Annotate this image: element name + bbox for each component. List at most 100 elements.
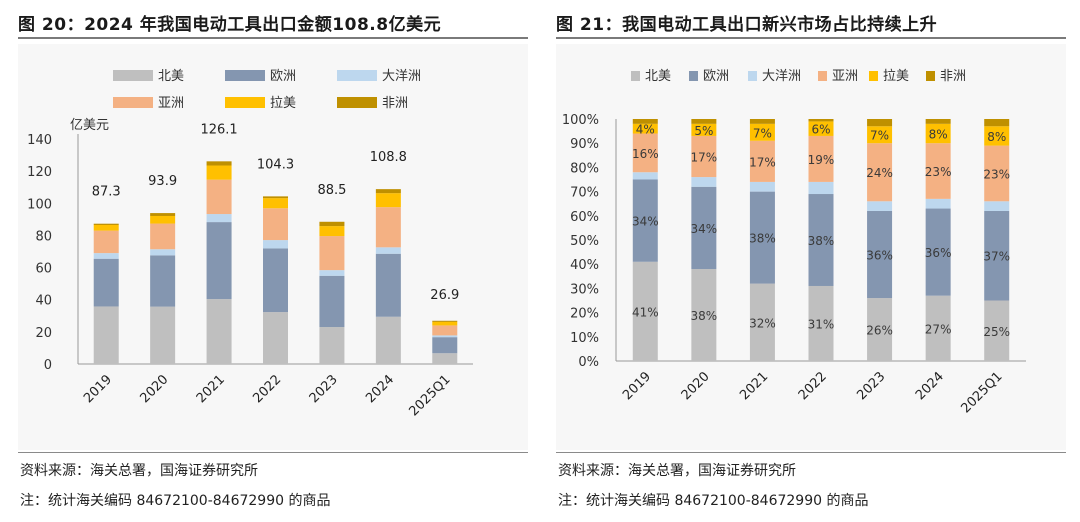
- legend-item: 亚洲: [113, 96, 184, 111]
- bar-segment: [749, 191, 775, 284]
- x-tick-label: 2024: [363, 372, 397, 406]
- bar-segment: [206, 161, 232, 166]
- bar-segment: [263, 196, 288, 199]
- bar-segment: [691, 186, 717, 270]
- bar-segment: [319, 221, 345, 227]
- bar-segment: [375, 189, 401, 194]
- x-tick-label: 2022: [250, 372, 284, 406]
- bar-segment: [925, 198, 951, 209]
- legend-label: 北美: [645, 69, 671, 84]
- bar-segment: [93, 223, 119, 225]
- bar-segment: [206, 165, 232, 180]
- legend-item: 大洋洲: [748, 69, 801, 84]
- bar-segment: [691, 177, 717, 187]
- legend-item: 非洲: [926, 69, 966, 84]
- data-label: 8%: [987, 130, 1006, 144]
- bar-segment: [749, 123, 775, 141]
- x-tick-label: 2025Q1: [958, 369, 1005, 416]
- figure-title: 图 21：我国电动工具出口新兴市场占比持续上升: [556, 15, 938, 35]
- bar-segment: [319, 327, 345, 364]
- source-text: 资料来源：海关总署，国海证券研究所: [558, 463, 796, 479]
- legend-item: 亚洲: [818, 69, 858, 84]
- bar-segment: [150, 215, 176, 224]
- y-tick-label: 0: [44, 358, 52, 373]
- data-label: 37%: [983, 250, 1010, 264]
- data-label: 36%: [866, 249, 893, 263]
- y-tick-label: 70%: [570, 186, 599, 201]
- bar-segment: [319, 275, 345, 328]
- bar-segment: [206, 214, 232, 223]
- legend-label: 非洲: [940, 69, 966, 84]
- x-tick-label: 2025Q1: [407, 372, 454, 419]
- bar-segment: [808, 194, 834, 286]
- y-tick-label: 20%: [570, 307, 599, 322]
- data-label: 26%: [866, 324, 893, 338]
- x-tick-label: 2024: [913, 369, 947, 403]
- legend-label: 拉美: [270, 96, 296, 111]
- bar-segment: [93, 230, 119, 254]
- bar-segment: [984, 210, 1010, 301]
- left-figure: 图 20：2024 年我国电动工具出口金额108.8亿美元 北美 欧洲 大洋洲 亚洲 拉…: [18, 0, 538, 522]
- source-divider: [556, 452, 1066, 453]
- data-label: 24%: [866, 166, 893, 180]
- y-tick-label: 140: [27, 133, 52, 148]
- y-tick-label: 80: [35, 229, 52, 244]
- legend-swatch: [113, 97, 153, 108]
- bar-segment: [263, 198, 288, 209]
- bar-segment: [925, 295, 951, 361]
- bar-segment: [691, 119, 717, 124]
- data-label: 7%: [870, 129, 889, 143]
- y-tick-label: 60: [35, 262, 52, 277]
- data-label: 25%: [983, 325, 1010, 339]
- bar-segment: [867, 143, 893, 202]
- legend-swatch: [337, 97, 377, 108]
- y-tick-label: 80%: [570, 161, 599, 176]
- legend-label: 北美: [158, 69, 184, 84]
- legend-item: 欧洲: [225, 69, 296, 84]
- data-label: 27%: [925, 322, 952, 336]
- total-label: 104.3: [257, 157, 294, 172]
- bar-segment: [691, 135, 717, 178]
- data-label: 34%: [632, 215, 659, 229]
- bar-segment: [263, 248, 288, 313]
- data-label: 23%: [983, 167, 1010, 181]
- legend-swatch: [225, 97, 265, 108]
- bar-segment: [808, 181, 834, 195]
- legend-label: 亚洲: [832, 69, 858, 84]
- bar-segment: [632, 261, 658, 361]
- bar-segment: [867, 298, 893, 361]
- data-label: 7%: [753, 126, 772, 140]
- total-label: 26.9: [430, 288, 459, 303]
- bar-segment: [150, 213, 176, 216]
- bar-segment: [375, 193, 401, 208]
- legend-swatch: [689, 71, 698, 81]
- bar-segment: [632, 172, 658, 180]
- legend-label: 非洲: [382, 96, 408, 111]
- data-label: 32%: [749, 316, 776, 330]
- legend-label: 拉美: [883, 69, 909, 84]
- bar-segment: [432, 320, 458, 322]
- total-label: 88.5: [317, 183, 346, 198]
- legend-item: 拉美: [225, 96, 296, 111]
- y-tick-label: 120: [27, 165, 52, 180]
- data-label: 8%: [929, 128, 948, 142]
- legend-item: 北美: [631, 69, 671, 84]
- data-label: 41%: [632, 305, 659, 319]
- bar-segment: [808, 135, 834, 182]
- total-label: 93.9: [148, 174, 177, 189]
- figure-title: 图 20：2024 年我国电动工具出口金额108.8亿美元: [18, 15, 442, 35]
- y-tick-label: 90%: [570, 137, 599, 152]
- y-tick-label: 50%: [570, 234, 599, 249]
- legend-label: 欧洲: [270, 69, 296, 84]
- bar-segment: [319, 236, 345, 271]
- bar-segment: [808, 285, 834, 361]
- bar-segment: [150, 255, 176, 307]
- bar-segment: [93, 258, 119, 307]
- legend-swatch: [113, 70, 153, 81]
- x-tick-label: 2023: [854, 369, 888, 403]
- bar-segment: [632, 119, 658, 124]
- bar-segment: [749, 181, 775, 192]
- bar-segment: [319, 226, 345, 237]
- right-figure: 图 21：我国电动工具出口新兴市场占比持续上升 北美 欧洲 大洋洲 亚洲 拉美 非洲 0% 1…: [556, 0, 1076, 522]
